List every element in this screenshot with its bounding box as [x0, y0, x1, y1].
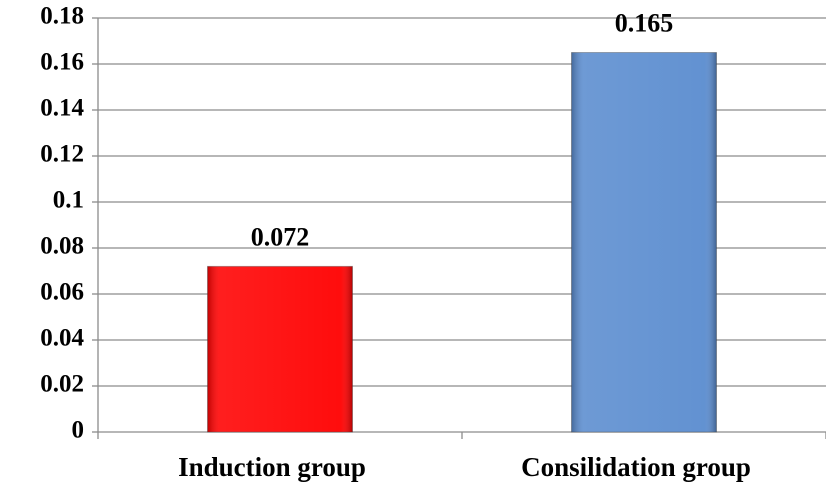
y-tick-label: 0.06	[40, 279, 84, 306]
y-tick-label: 0.1	[53, 187, 84, 214]
x-tick-label: Consilidation group	[521, 452, 751, 482]
y-tick-label: 0.12	[40, 141, 84, 168]
y-tick-label: 0.02	[40, 371, 84, 398]
y-tick-label: 0.16	[40, 49, 84, 76]
bar-bevel	[207, 266, 353, 432]
y-tick-label: 0.14	[40, 95, 84, 122]
x-tick-label: Induction group	[178, 452, 366, 482]
y-tick-label: 0.04	[40, 325, 84, 352]
y-tick-label: 0	[72, 417, 85, 444]
value-label: 0.165	[615, 8, 674, 37]
value-label: 0.072	[251, 222, 310, 251]
y-tick-label: 0.18	[40, 3, 84, 30]
bar-bevel	[571, 52, 717, 432]
y-tick-label: 0.08	[40, 233, 84, 260]
